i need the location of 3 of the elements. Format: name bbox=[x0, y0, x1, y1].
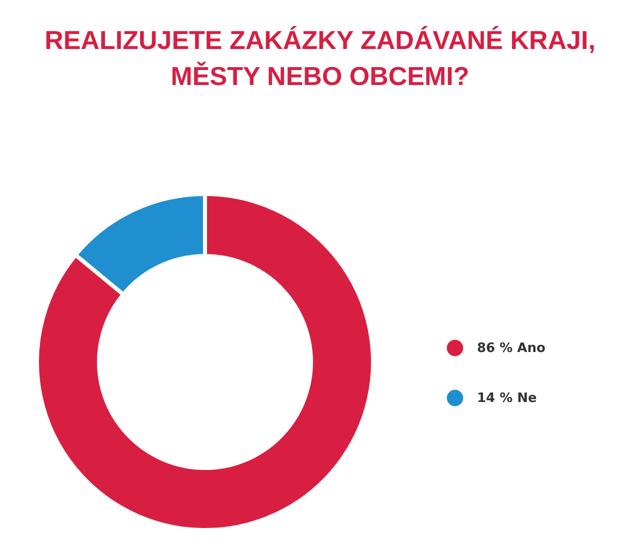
chart-title: REALIZUJETE ZAKÁZKY ZADÁVANÉ KRAJI, MĚSTY NEBO OBCEMI? bbox=[44, 25, 596, 91]
legend-label: 86 % Ano bbox=[477, 341, 546, 356]
legend-label: 14 % Ne bbox=[477, 391, 538, 406]
